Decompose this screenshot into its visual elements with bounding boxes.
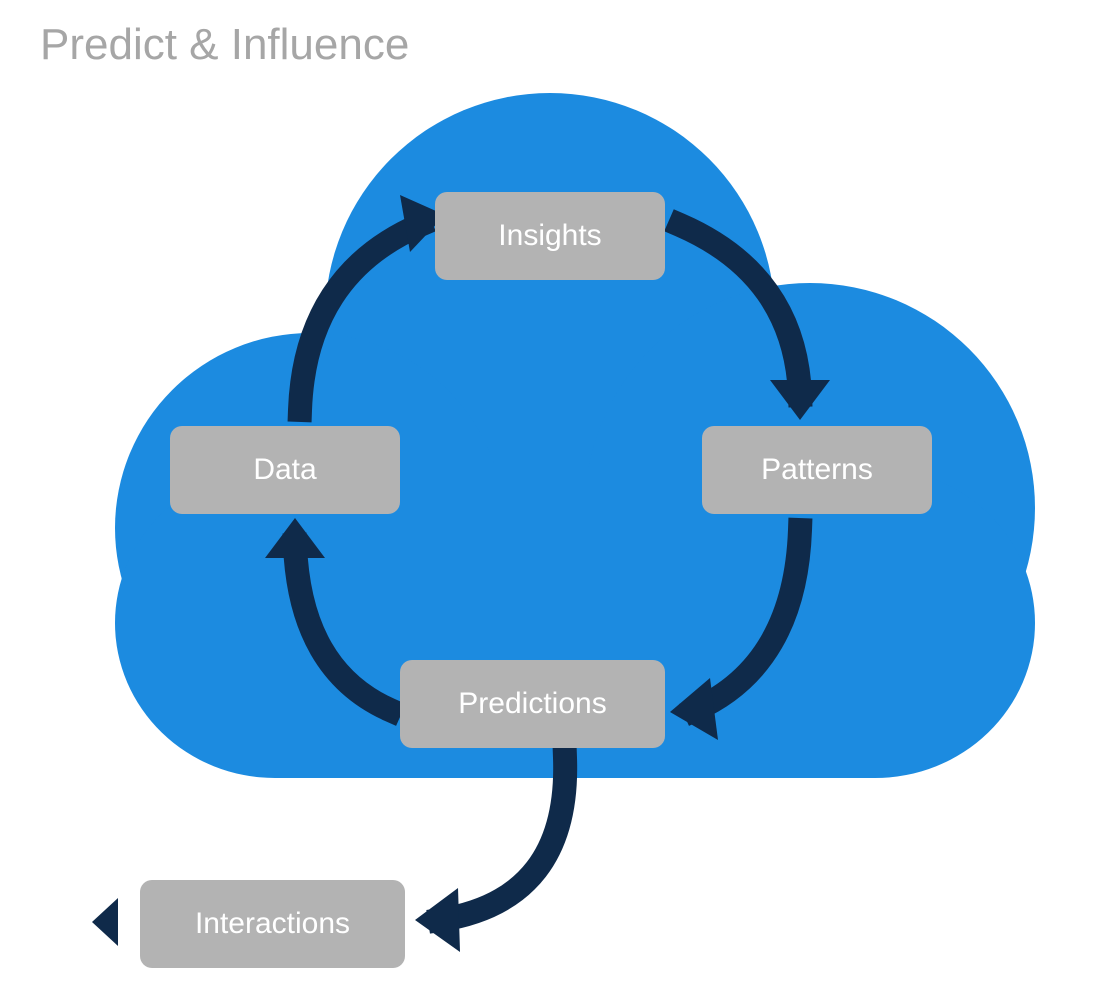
node-patterns: Patterns (702, 426, 932, 514)
node-label: Predictions (458, 687, 606, 721)
node-interactions: Interactions (140, 880, 405, 968)
node-label: Patterns (761, 453, 873, 487)
node-insights: Insights (435, 192, 665, 280)
node-label: Insights (498, 219, 601, 253)
node-label: Data (253, 453, 316, 487)
node-label: Interactions (195, 907, 350, 941)
node-data: Data (170, 426, 400, 514)
leading-triangle-icon (88, 898, 128, 948)
node-predictions: Predictions (400, 660, 665, 748)
